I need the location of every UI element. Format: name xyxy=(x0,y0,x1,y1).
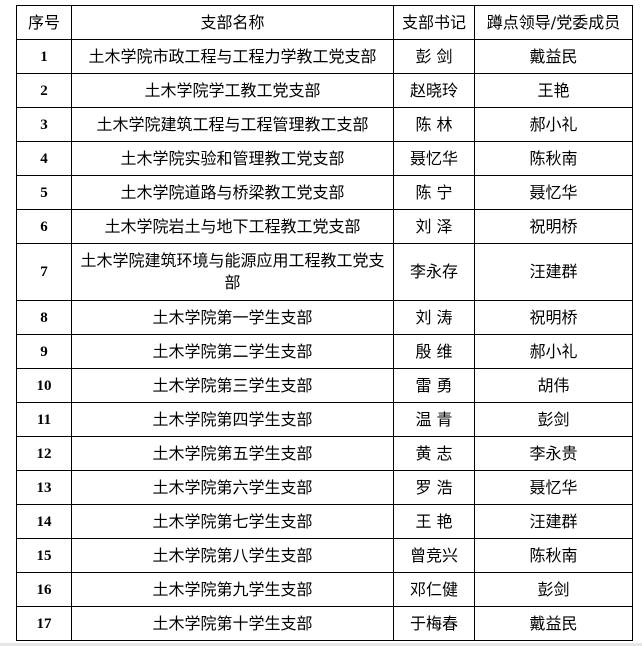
branch-name: 土木学院岩土与地下工程教工党支部 xyxy=(71,209,394,244)
row-index: 7 xyxy=(16,243,72,301)
header-leader: 蹲点领导/党委成员 xyxy=(474,5,633,40)
row-index: 6 xyxy=(16,209,72,244)
row-index: 12 xyxy=(16,436,72,471)
table-row: 8 土木学院第一学生支部刘 涛祝明桥 xyxy=(16,300,633,335)
leader: 聂忆华 xyxy=(474,470,633,505)
table-row: 17 土木学院第十学生支部 于梅春 戴益民 xyxy=(16,606,633,641)
secretary: 曾竞兴 xyxy=(393,538,475,573)
secretary: 雷 勇 xyxy=(393,368,475,403)
table-row: 2 土木学院学工教工党支部 赵晓玲 王艳 xyxy=(16,73,633,108)
secretary: 陈 宁 xyxy=(393,175,475,210)
leader: 彭剑 xyxy=(474,572,633,607)
table-row: 12 土木学院第五学生支部黄 志李永贵 xyxy=(16,436,633,471)
branch-name: 土木学院第二学生支部 xyxy=(71,334,394,369)
row-index: 4 xyxy=(16,141,72,176)
table-row: 16 土木学院第九学生支部 邓仁健 彭剑 xyxy=(16,572,633,607)
secretary: 李永存 xyxy=(393,243,475,301)
leader: 汪建群 xyxy=(474,504,633,539)
table-row: 1 土木学院市政工程与工程力学教工党支部彭 剑戴益民 xyxy=(16,39,633,74)
table-row: 13 土木学院第六学生支部罗 浩聂忆华 xyxy=(16,470,633,505)
branch-name: 土木学院实验和管理教工党支部 xyxy=(71,141,394,176)
secretary: 聂忆华 xyxy=(393,141,475,176)
header-secretary: 支部书记 xyxy=(393,5,475,40)
leader: 郝小礼 xyxy=(474,107,633,142)
branch-name: 土木学院市政工程与工程力学教工党支部 xyxy=(71,39,394,74)
leader: 郝小礼 xyxy=(474,334,633,369)
table-row: 14 土木学院第七学生支部王 艳汪建群 xyxy=(16,504,633,539)
branch-name: 土木学院第四学生支部 xyxy=(71,402,394,437)
secretary: 陈 林 xyxy=(393,107,475,142)
table-row: 5 土木学院道路与桥梁教工党支部陈 宁聂忆华 xyxy=(16,175,633,210)
branch-name: 土木学院第七学生支部 xyxy=(71,504,394,539)
branch-name: 土木学院第一学生支部 xyxy=(71,300,394,335)
secretary: 黄 志 xyxy=(393,436,475,471)
secretary: 赵晓玲 xyxy=(393,73,475,108)
branch-name: 土木学院第九学生支部 xyxy=(71,572,394,607)
leader: 王艳 xyxy=(474,73,633,108)
leader: 戴益民 xyxy=(474,39,633,74)
branch-name: 土木学院道路与桥梁教工党支部 xyxy=(71,175,394,210)
secretary: 罗 浩 xyxy=(393,470,475,505)
table-row: 10 土木学院第三学生支部雷 勇胡伟 xyxy=(16,368,633,403)
branch-name: 土木学院第十学生支部 xyxy=(71,606,394,641)
secretary: 彭 剑 xyxy=(393,39,475,74)
row-index: 17 xyxy=(16,606,72,641)
row-index: 11 xyxy=(16,402,72,437)
table-row: 9 土木学院第二学生支部殷 维郝小礼 xyxy=(16,334,633,369)
row-index: 2 xyxy=(16,73,72,108)
branch-name: 土木学院建筑环境与能源应用工程教工党支部 xyxy=(71,243,394,301)
secretary: 王 艳 xyxy=(393,504,475,539)
leader: 聂忆华 xyxy=(474,175,633,210)
branch-name: 土木学院学工教工党支部 xyxy=(71,73,394,108)
leader: 祝明桥 xyxy=(474,300,633,335)
table-row: 6 土木学院岩土与地下工程教工党支部刘 泽祝明桥 xyxy=(16,209,633,244)
table-row: 15 土木学院第八学生支部 曾竞兴 陈秋南 xyxy=(16,538,633,573)
leader: 陈秋南 xyxy=(474,538,633,573)
row-index: 10 xyxy=(16,368,72,403)
row-index: 13 xyxy=(16,470,72,505)
row-index: 16 xyxy=(16,572,72,607)
header-branch-name: 支部名称 xyxy=(71,5,394,40)
row-index: 3 xyxy=(16,107,72,142)
branch-table: 序号 支部名称 支部书记 蹲点领导/党委成员 1 土木学院市政工程与工程力学教工党… xyxy=(16,5,633,641)
secretary: 邓仁健 xyxy=(393,572,475,607)
branch-name: 土木学院第三学生支部 xyxy=(71,368,394,403)
header-index: 序号 xyxy=(16,5,72,40)
row-index: 15 xyxy=(16,538,72,573)
secretary: 殷 维 xyxy=(393,334,475,369)
leader: 祝明桥 xyxy=(474,209,633,244)
secretary: 于梅春 xyxy=(393,606,475,641)
leader: 陈秋南 xyxy=(474,141,633,176)
secretary: 刘 涛 xyxy=(393,300,475,335)
branch-name: 土木学院建筑工程与工程管理教工支部 xyxy=(71,107,394,142)
table-row: 4 土木学院实验和管理教工党支部 聂忆华 陈秋南 xyxy=(16,141,633,176)
row-index: 9 xyxy=(16,334,72,369)
table-row: 11 土木学院第四学生支部温 青彭剑 xyxy=(16,402,633,437)
branch-name: 土木学院第五学生支部 xyxy=(71,436,394,471)
row-index: 8 xyxy=(16,300,72,335)
secretary: 刘 泽 xyxy=(393,209,475,244)
secretary: 温 青 xyxy=(393,402,475,437)
branch-name: 土木学院第六学生支部 xyxy=(71,470,394,505)
leader: 汪建群 xyxy=(474,243,633,301)
header-row: 序号 支部名称 支部书记 蹲点领导/党委成员 xyxy=(16,5,633,40)
leader: 胡伟 xyxy=(474,368,633,403)
branch-name: 土木学院第八学生支部 xyxy=(71,538,394,573)
table-row: 7 土木学院建筑环境与能源应用工程教工党支部 李永存 汪建群 xyxy=(16,243,633,301)
row-index: 1 xyxy=(16,39,72,74)
leader: 李永贵 xyxy=(474,436,633,471)
page-bottom-edge xyxy=(0,643,642,646)
row-index: 5 xyxy=(16,175,72,210)
leader: 彭剑 xyxy=(474,402,633,437)
leader: 戴益民 xyxy=(474,606,633,641)
row-index: 14 xyxy=(16,504,72,539)
table-row: 3 土木学院建筑工程与工程管理教工支部陈 林郝小礼 xyxy=(16,107,633,142)
